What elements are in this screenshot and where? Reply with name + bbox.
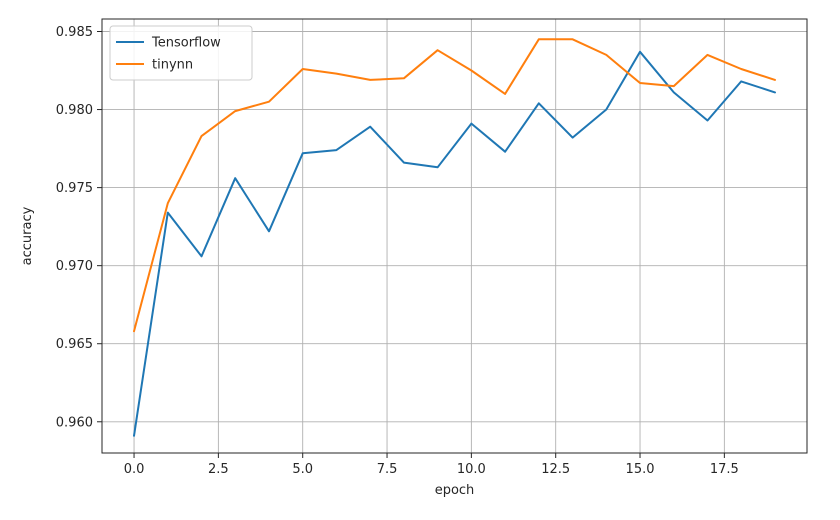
y-tick-label: 0.970	[56, 259, 93, 274]
legend-label-tinynn: tinynn	[152, 58, 193, 73]
y-axis-label: accuracy	[20, 206, 35, 265]
y-tick-label: 0.960	[56, 415, 93, 430]
y-tick-label: 0.980	[56, 103, 93, 118]
y-tick-label: 0.985	[56, 25, 93, 40]
y-tick-label: 0.975	[56, 181, 93, 196]
legend-box	[109, 25, 253, 81]
x-axis-label: epoch	[435, 483, 475, 498]
x-tick-label: 5.0	[292, 462, 313, 477]
x-tick-label: 0.0	[124, 462, 145, 477]
x-tick-label: 17.5	[710, 462, 739, 477]
ticks-layer: 0.0 2.5 5.0 7.5 10.0 12.5 15.0 17.5 0.960 0.965 0.…	[56, 25, 739, 477]
x-tick-label: 10.0	[457, 462, 486, 477]
grid-layer	[102, 19, 807, 453]
legend-label-tensorflow: Tensorflow	[151, 36, 221, 51]
x-tick-label: 7.5	[377, 462, 398, 477]
plot-frame	[101, 18, 808, 454]
x-tick-label: 2.5	[208, 462, 229, 477]
legend: Tensorflow tinynn	[109, 25, 253, 81]
x-tick-label: 12.5	[541, 462, 570, 477]
y-tick-label: 0.965	[56, 337, 93, 352]
series-line-tinynn	[133, 38, 776, 333]
x-tick-label: 15.0	[626, 462, 655, 477]
series-layer	[133, 38, 776, 437]
